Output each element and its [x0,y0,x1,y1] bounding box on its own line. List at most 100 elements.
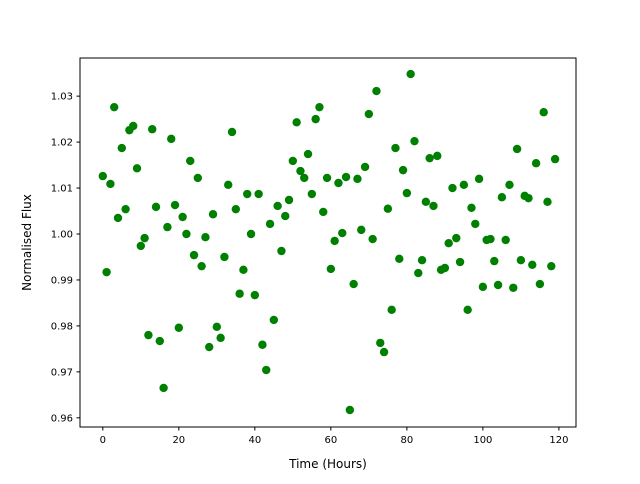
data-point [493,280,503,290]
data-point [334,178,343,188]
data-point [531,159,541,168]
data-point [303,149,313,159]
data-point [235,289,244,298]
data-point [383,204,393,213]
data-point [512,144,522,154]
data-point [113,213,123,223]
data-point [376,338,385,348]
data-point [547,261,556,271]
data-point [490,256,499,266]
data-points [98,69,560,415]
data-point [121,204,130,214]
data-point [448,183,457,193]
data-point [478,282,488,292]
data-point [98,171,108,181]
axes-frame [79,57,577,428]
data-point [353,174,362,184]
data-point [433,151,442,161]
data-point [425,153,434,163]
x-tick-label: 40 [248,435,261,446]
y-axis-ticks: 0.96 0.97 0.98 0.99 1.00 1.01 1.02 1.03 [51,92,80,424]
data-point [205,342,214,352]
data-point [239,265,248,275]
data-point [429,201,438,211]
data-point [300,173,309,183]
data-point [379,347,389,357]
y-tick-label: 0.99 [51,275,73,286]
data-point [486,234,495,244]
data-point [201,233,210,242]
data-point [186,156,195,166]
data-point [539,108,548,117]
data-point [338,228,347,238]
data-point [505,180,514,190]
data-point [368,234,377,244]
x-tick-label: 60 [324,435,337,446]
data-point [140,233,149,243]
data-point [330,236,339,246]
data-point [452,233,461,243]
data-point [501,235,510,245]
data-point [516,255,526,265]
data-point [163,222,172,232]
data-point [277,246,286,256]
data-point [398,165,408,175]
x-tick-label: 100 [473,435,492,446]
data-point [497,193,507,202]
data-point [474,174,484,184]
data-point [189,250,199,260]
x-tick-label: 80 [400,435,413,446]
data-point [406,69,415,79]
data-point [148,125,157,134]
data-point [364,109,374,119]
data-point [307,189,317,199]
data-point [326,264,336,274]
data-point [509,283,518,292]
data-point [193,173,203,183]
data-point [417,255,427,265]
data-point [254,189,263,199]
y-axis-label: Normalised Flux [20,194,34,291]
data-point [110,102,119,112]
data-point [250,290,260,300]
data-point [463,305,472,315]
data-point [281,211,290,221]
data-point [197,261,206,271]
x-axis-ticks: 0 20 40 60 80 100 120 [100,427,568,446]
data-point [288,156,298,166]
data-point [273,201,282,211]
data-point [349,279,358,289]
data-point [224,180,233,190]
y-tick-label: 0.98 [51,321,73,332]
y-tick-label: 1.00 [51,229,73,240]
data-point [387,305,396,315]
data-point [543,197,552,207]
data-point [151,202,161,212]
data-point [258,340,267,349]
data-point [243,189,252,199]
data-point [444,238,453,248]
data-point [182,229,191,239]
data-point [144,330,153,340]
data-point [311,114,320,124]
data-point [292,118,301,127]
data-point [322,173,332,183]
data-point [410,136,419,146]
data-point [319,207,328,217]
data-point [395,254,404,264]
data-point [262,365,271,375]
data-point [550,154,560,164]
data-point [129,121,138,131]
data-point [345,405,355,415]
data-point [117,143,127,153]
y-tick-label: 0.97 [51,367,73,378]
data-point [459,180,469,190]
data-point [341,172,351,182]
data-point [372,86,381,96]
x-tick-label: 20 [172,435,185,446]
y-tick-label: 1.02 [51,138,73,149]
data-point [216,333,225,343]
data-point [455,257,465,267]
data-point [284,195,294,205]
